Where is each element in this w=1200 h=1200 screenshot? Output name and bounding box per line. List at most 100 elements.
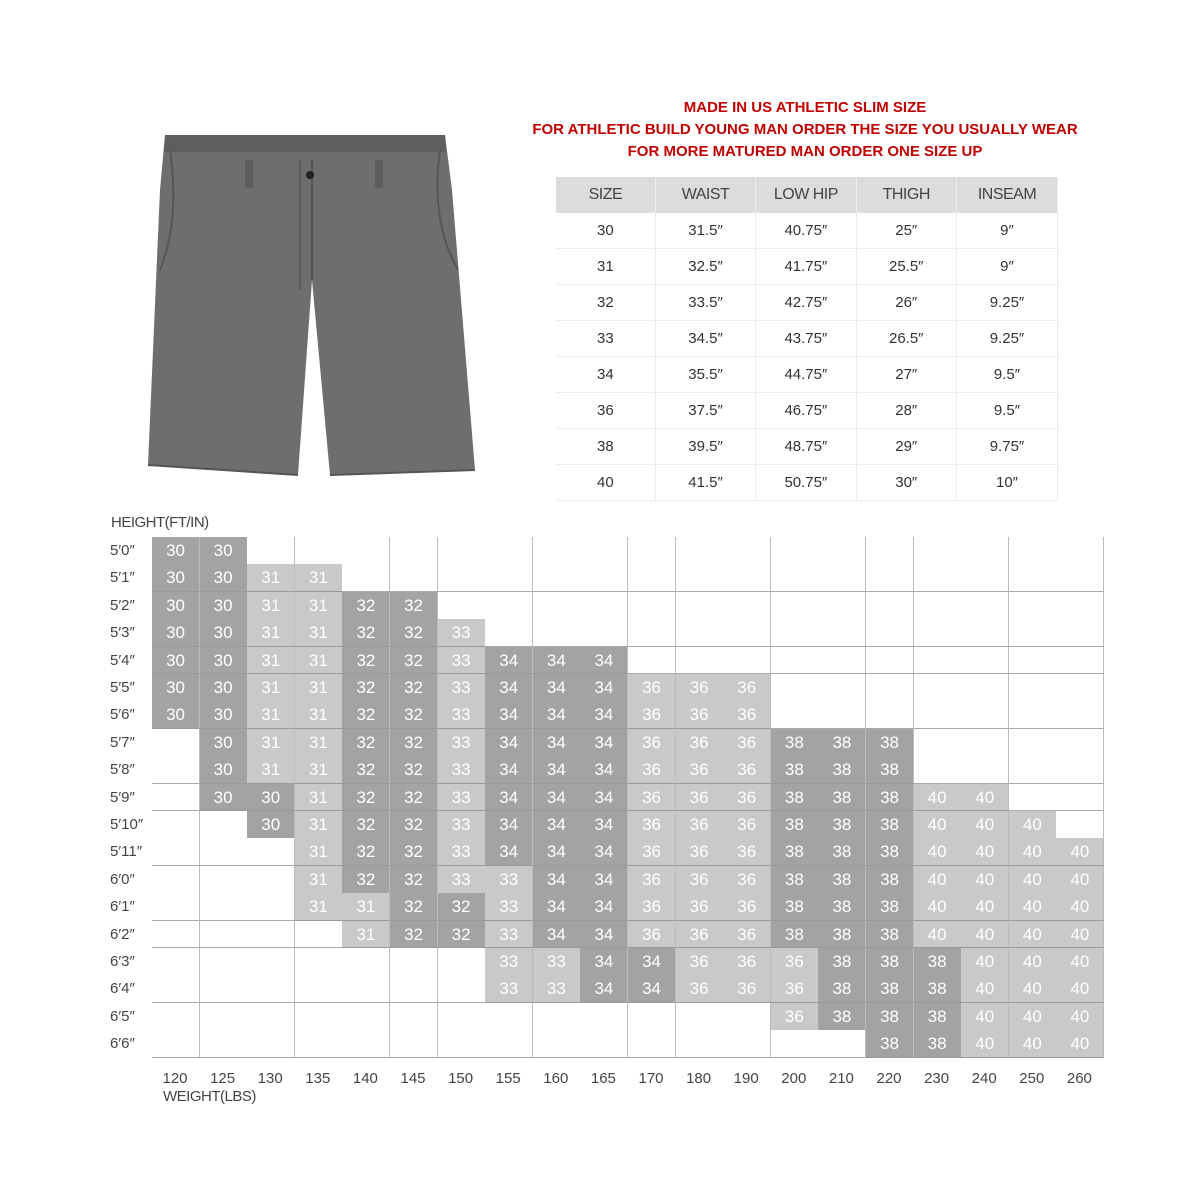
empty-cell	[152, 1030, 201, 1059]
weight-axis-label: WEIGHT(LBS)	[163, 1088, 256, 1105]
size-cell: 40	[961, 948, 1010, 976]
size-cell: 32	[342, 674, 391, 702]
size-cell: 36	[723, 865, 772, 894]
size-cell: 36	[628, 783, 677, 812]
size-cell: 38	[818, 728, 867, 757]
size-cell: 36	[770, 1002, 819, 1031]
size-cell: 36	[675, 674, 724, 702]
table-cell: 31.5″	[655, 213, 757, 249]
size-cell: 38	[818, 920, 867, 949]
table-cell: 9.5″	[956, 356, 1059, 393]
size-cell: 31	[342, 893, 391, 922]
size-cell: 34	[485, 646, 534, 675]
empty-cell	[1056, 811, 1105, 839]
size-cell: 31	[294, 701, 343, 730]
table-cell: 25.5″	[856, 248, 957, 285]
size-cell: 34	[580, 865, 629, 894]
weight-label: 140	[352, 1070, 378, 1087]
height-label: 5′9″	[110, 788, 135, 806]
size-cell: 38	[818, 893, 867, 922]
empty-cell	[770, 1030, 819, 1059]
height-label: 5′1″	[110, 569, 135, 587]
empty-cell	[485, 1002, 534, 1031]
size-cell: 40	[1008, 838, 1057, 867]
table-cell: 40.75″	[755, 213, 857, 249]
empty-cell	[580, 591, 629, 620]
size-cell: 38	[866, 811, 915, 839]
size-cell: 38	[866, 1002, 915, 1031]
empty-cell	[866, 564, 915, 593]
size-cell: 30	[152, 591, 201, 620]
height-label: 6′1″	[110, 898, 135, 916]
size-cell: 32	[390, 591, 439, 620]
table-cell: 46.75″	[755, 392, 857, 429]
empty-cell	[152, 975, 201, 1004]
size-cell: 33	[485, 948, 534, 976]
empty-cell	[532, 591, 581, 620]
size-cell: 36	[675, 948, 724, 976]
size-cell: 34	[628, 975, 677, 1004]
weight-label: 190	[733, 1070, 759, 1087]
size-cell: 32	[342, 838, 391, 867]
size-cell: 34	[580, 783, 629, 812]
empty-cell	[390, 1030, 439, 1059]
size-cell: 32	[342, 865, 391, 894]
empty-cell	[1056, 646, 1105, 675]
table-cell: 10″	[956, 464, 1059, 501]
empty-cell	[342, 948, 391, 976]
size-cell: 31	[294, 728, 343, 757]
empty-cell	[628, 619, 677, 648]
size-cell: 32	[342, 783, 391, 812]
empty-cell	[152, 948, 201, 976]
empty-cell	[342, 564, 391, 593]
column-header: INSEAM	[956, 177, 1059, 213]
size-cell: 30	[152, 564, 201, 593]
size-cell: 30	[199, 564, 248, 593]
empty-cell	[152, 893, 201, 922]
empty-cell	[818, 646, 867, 675]
empty-cell	[247, 537, 296, 565]
size-cell: 38	[818, 783, 867, 812]
size-cell: 32	[390, 865, 439, 894]
size-cell: 36	[628, 728, 677, 757]
size-cell: 38	[770, 811, 819, 839]
size-cell: 40	[961, 865, 1010, 894]
size-cell: 34	[532, 701, 581, 730]
empty-cell	[1056, 701, 1105, 730]
empty-cell	[437, 1030, 486, 1059]
size-cell: 30	[199, 701, 248, 730]
size-cell: 36	[628, 674, 677, 702]
size-cell: 36	[723, 783, 772, 812]
size-cell: 33	[437, 756, 486, 785]
size-cell: 33	[485, 893, 534, 922]
size-cell: 32	[342, 701, 391, 730]
empty-cell	[437, 591, 486, 620]
empty-cell	[532, 1030, 581, 1059]
size-cell: 38	[770, 756, 819, 785]
size-cell: 38	[913, 975, 962, 1004]
size-cell: 40	[913, 783, 962, 812]
empty-cell	[390, 1002, 439, 1031]
empty-cell	[199, 893, 248, 922]
empty-cell	[152, 756, 201, 785]
empty-cell	[199, 1002, 248, 1031]
empty-cell	[723, 591, 772, 620]
empty-cell	[294, 948, 343, 976]
size-cell: 38	[770, 783, 819, 812]
table-cell: 9.5″	[956, 392, 1059, 429]
size-cell: 40	[1008, 975, 1057, 1004]
empty-cell	[1056, 619, 1105, 648]
weight-label: 145	[400, 1070, 426, 1087]
table-row: 33 34.5″ 43.75″ 26.5″ 9.25″	[556, 320, 1059, 357]
size-cell: 36	[675, 865, 724, 894]
size-cell: 33	[437, 619, 486, 648]
table-cell: 26.5″	[856, 320, 957, 357]
empty-cell	[675, 1030, 724, 1059]
empty-cell	[913, 591, 962, 620]
size-cell: 32	[342, 591, 391, 620]
size-cell: 40	[1056, 975, 1105, 1004]
size-cell: 38	[866, 783, 915, 812]
table-cell: 26″	[856, 284, 957, 321]
size-cell: 40	[1056, 948, 1105, 976]
size-cell: 36	[723, 674, 772, 702]
